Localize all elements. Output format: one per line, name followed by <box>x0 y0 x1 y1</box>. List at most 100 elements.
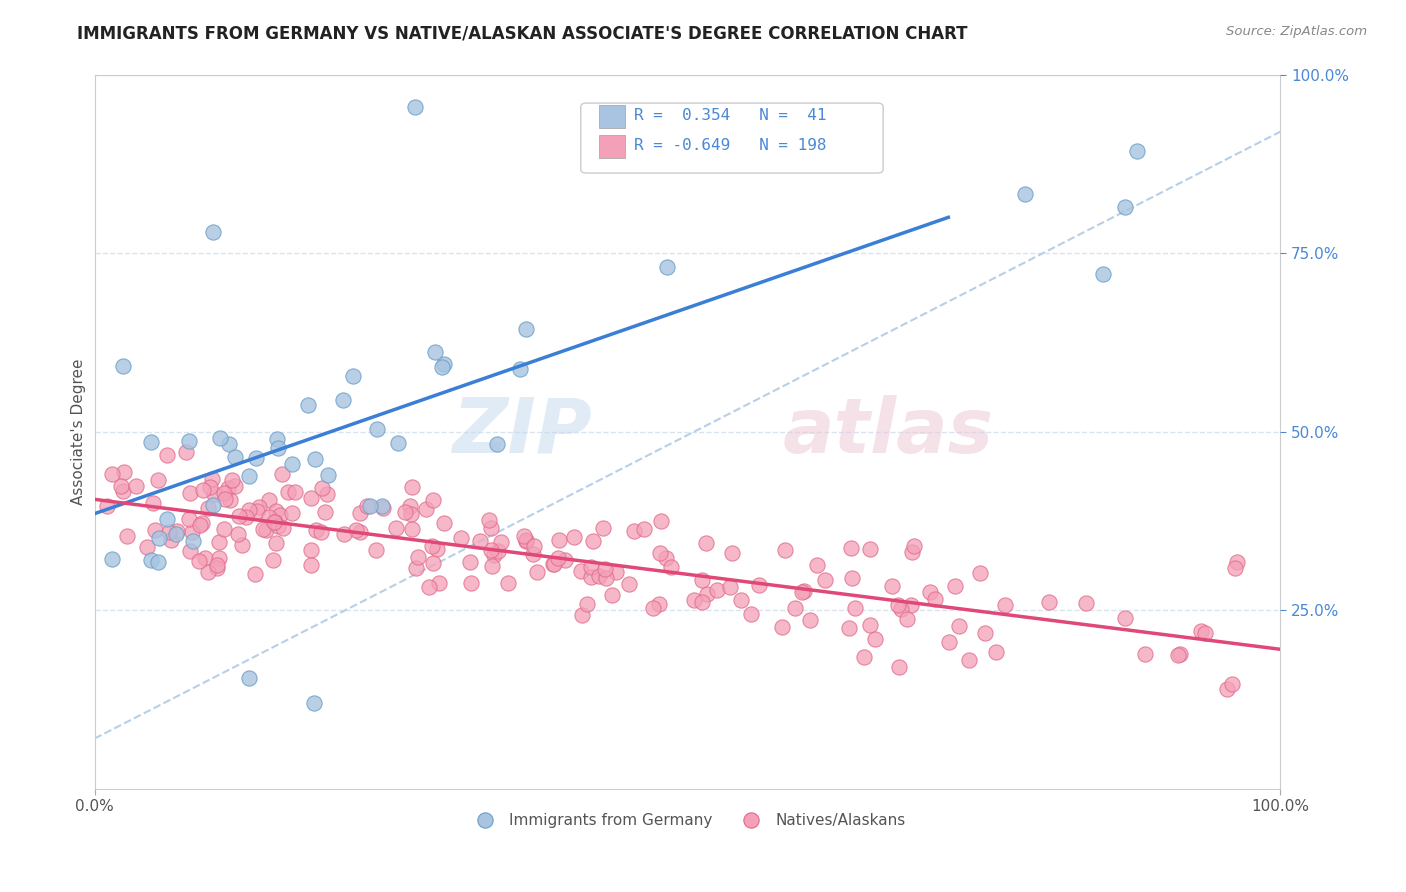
Point <box>896 612 918 626</box>
Point <box>900 598 922 612</box>
Point <box>205 558 228 573</box>
Point <box>238 469 260 483</box>
Point <box>356 499 378 513</box>
Point <box>478 513 501 527</box>
Point <box>205 561 228 575</box>
Point <box>297 398 319 412</box>
Point <box>481 558 503 573</box>
Point <box>266 441 288 455</box>
Point <box>433 516 456 530</box>
Point <box>515 533 537 547</box>
Point <box>484 549 506 563</box>
Point <box>588 569 610 583</box>
Point <box>224 450 246 464</box>
Point <box>423 345 446 359</box>
Point <box>156 449 179 463</box>
Text: ZIP: ZIP <box>453 394 592 468</box>
Point <box>231 538 253 552</box>
FancyBboxPatch shape <box>599 105 624 128</box>
Point <box>254 523 277 537</box>
Point <box>799 613 821 627</box>
Point <box>450 531 472 545</box>
Point <box>420 539 443 553</box>
Point <box>174 445 197 459</box>
Point <box>349 507 371 521</box>
Point <box>852 650 875 665</box>
Point <box>302 696 325 710</box>
Point <box>1216 682 1239 697</box>
Point <box>228 527 250 541</box>
Point <box>101 551 124 566</box>
Point <box>399 507 422 521</box>
Point <box>486 544 509 558</box>
Point <box>148 555 170 569</box>
Point <box>718 580 741 594</box>
Point <box>179 486 201 500</box>
Point <box>148 532 170 546</box>
Point <box>160 533 183 547</box>
Point <box>311 482 333 496</box>
Point <box>841 571 863 585</box>
Point <box>430 360 453 375</box>
Text: R =  0.354   N =  41: R = 0.354 N = 41 <box>634 108 827 123</box>
Point <box>582 534 605 549</box>
Legend: Immigrants from Germany, Natives/Alaskans: Immigrants from Germany, Natives/Alaskan… <box>464 807 911 834</box>
Point <box>650 514 672 528</box>
Point <box>181 524 204 539</box>
Point <box>1168 647 1191 661</box>
Point <box>889 660 911 674</box>
Point <box>655 260 678 274</box>
Point <box>179 543 201 558</box>
Point <box>748 578 770 592</box>
Point <box>522 547 544 561</box>
Point <box>706 582 728 597</box>
Point <box>523 539 546 553</box>
Text: R = -0.649   N = 198: R = -0.649 N = 198 <box>634 138 827 153</box>
Point <box>157 524 180 539</box>
Point <box>344 523 367 537</box>
Point <box>190 516 212 531</box>
Point <box>569 564 592 578</box>
Point <box>1114 611 1136 625</box>
Y-axis label: Associate's Degree: Associate's Degree <box>72 359 86 505</box>
Point <box>238 671 260 685</box>
Point <box>859 617 882 632</box>
Point <box>859 542 882 557</box>
Point <box>571 608 593 623</box>
Point <box>491 535 513 549</box>
Point <box>1194 626 1216 640</box>
Point <box>806 558 828 573</box>
Point <box>994 598 1017 612</box>
Point <box>259 492 281 507</box>
Point <box>371 499 394 513</box>
Point <box>235 509 257 524</box>
Point <box>576 598 599 612</box>
Point <box>513 529 536 543</box>
Point <box>479 521 502 535</box>
Point <box>217 481 239 495</box>
Point <box>156 512 179 526</box>
Point <box>202 486 225 500</box>
Point <box>948 619 970 633</box>
Point <box>366 422 388 436</box>
Point <box>271 467 294 482</box>
Point <box>890 602 912 616</box>
Point <box>299 543 322 558</box>
FancyBboxPatch shape <box>581 103 883 173</box>
Point <box>1223 561 1246 575</box>
Point <box>219 493 242 508</box>
Point <box>886 598 908 612</box>
Point <box>394 505 416 519</box>
Point <box>515 534 537 549</box>
Point <box>111 484 134 499</box>
Point <box>648 545 671 559</box>
Point <box>262 553 284 567</box>
Point <box>579 560 602 574</box>
Point <box>485 437 508 451</box>
Point <box>844 600 866 615</box>
Point <box>249 500 271 514</box>
Point <box>901 545 924 559</box>
Point <box>125 478 148 492</box>
Point <box>332 393 354 408</box>
Point <box>181 533 204 548</box>
